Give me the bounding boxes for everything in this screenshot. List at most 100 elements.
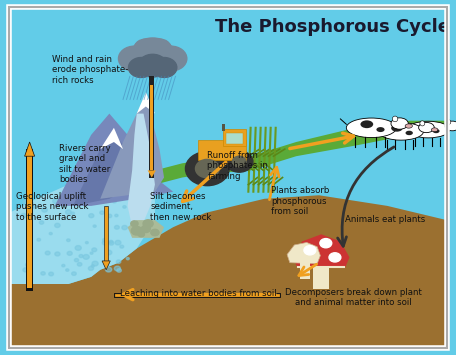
Circle shape <box>74 258 79 262</box>
Bar <box>226 133 243 144</box>
Ellipse shape <box>392 116 398 122</box>
Circle shape <box>55 252 60 256</box>
Ellipse shape <box>406 131 413 135</box>
Circle shape <box>226 151 253 172</box>
Circle shape <box>85 241 88 244</box>
Polygon shape <box>55 114 173 206</box>
Circle shape <box>115 214 118 217</box>
Circle shape <box>23 200 28 204</box>
Text: Rivers carry
gravel and
silt to water
bodies: Rivers carry gravel and silt to water bo… <box>59 144 111 184</box>
Bar <box>222 124 225 131</box>
Circle shape <box>60 201 64 204</box>
Circle shape <box>39 221 44 224</box>
Circle shape <box>151 229 159 236</box>
Circle shape <box>71 212 74 215</box>
Circle shape <box>41 272 45 275</box>
Ellipse shape <box>419 122 434 133</box>
Circle shape <box>53 199 58 203</box>
Text: Geological uplift
pushes new rock
to the surface: Geological uplift pushes new rock to the… <box>16 192 89 222</box>
Polygon shape <box>102 261 110 270</box>
Polygon shape <box>9 178 155 284</box>
Circle shape <box>151 58 177 77</box>
Circle shape <box>131 226 142 235</box>
Circle shape <box>79 255 83 258</box>
Circle shape <box>123 206 126 208</box>
Ellipse shape <box>446 120 451 125</box>
Circle shape <box>103 238 108 242</box>
Bar <box>26 149 33 291</box>
Circle shape <box>42 208 47 212</box>
Ellipse shape <box>391 118 408 129</box>
Circle shape <box>135 39 157 57</box>
Circle shape <box>128 58 154 77</box>
Circle shape <box>304 246 316 255</box>
Text: Runoff from
phosphates in
farming: Runoff from phosphates in farming <box>207 151 268 181</box>
Ellipse shape <box>376 127 384 132</box>
Circle shape <box>100 211 104 214</box>
Circle shape <box>91 265 94 267</box>
Circle shape <box>21 213 26 218</box>
Ellipse shape <box>419 123 430 130</box>
Circle shape <box>116 260 121 263</box>
Circle shape <box>81 202 86 206</box>
Circle shape <box>138 54 167 77</box>
Circle shape <box>185 152 229 186</box>
Circle shape <box>320 239 332 248</box>
Circle shape <box>64 199 69 203</box>
Polygon shape <box>147 170 156 178</box>
Circle shape <box>66 269 69 271</box>
Circle shape <box>105 267 112 272</box>
Text: Decomposers break down plant
and animal matter into soil: Decomposers break down plant and animal … <box>285 288 421 307</box>
Circle shape <box>115 240 121 245</box>
Polygon shape <box>9 195 447 348</box>
Bar <box>313 266 329 289</box>
Circle shape <box>117 269 121 272</box>
Circle shape <box>106 250 112 255</box>
Circle shape <box>131 221 138 226</box>
Circle shape <box>141 225 150 233</box>
Circle shape <box>114 266 120 271</box>
Bar <box>104 206 109 263</box>
Circle shape <box>65 210 71 214</box>
Circle shape <box>49 233 52 235</box>
Circle shape <box>151 58 177 77</box>
Circle shape <box>109 240 113 243</box>
Circle shape <box>148 39 171 57</box>
Circle shape <box>23 268 28 272</box>
Bar <box>149 76 154 178</box>
Ellipse shape <box>346 118 396 137</box>
Circle shape <box>109 241 114 245</box>
Circle shape <box>93 225 96 227</box>
Circle shape <box>90 252 93 254</box>
Ellipse shape <box>431 128 438 132</box>
Circle shape <box>143 220 153 228</box>
Ellipse shape <box>405 124 412 128</box>
Text: Animals eat plants: Animals eat plants <box>345 215 425 224</box>
Ellipse shape <box>391 125 402 132</box>
Circle shape <box>55 223 60 228</box>
Circle shape <box>120 245 124 248</box>
Circle shape <box>62 264 65 267</box>
Circle shape <box>142 205 147 209</box>
Circle shape <box>49 272 54 276</box>
Circle shape <box>105 264 109 267</box>
Circle shape <box>107 214 112 218</box>
Circle shape <box>67 251 72 255</box>
Ellipse shape <box>407 121 450 138</box>
Polygon shape <box>73 135 137 206</box>
Circle shape <box>329 253 341 262</box>
Circle shape <box>37 238 41 241</box>
Circle shape <box>92 261 98 266</box>
Text: Silt becomes
sediment,
then new rock: Silt becomes sediment, then new rock <box>150 192 212 222</box>
Circle shape <box>92 248 97 252</box>
Circle shape <box>26 263 31 267</box>
Circle shape <box>115 225 119 229</box>
Bar <box>223 129 246 146</box>
Ellipse shape <box>378 122 424 140</box>
Text: The Phosphorous Cycle: The Phosphorous Cycle <box>215 18 450 36</box>
Circle shape <box>32 205 37 208</box>
Circle shape <box>102 240 108 245</box>
Ellipse shape <box>445 121 460 131</box>
Polygon shape <box>128 114 155 227</box>
Circle shape <box>72 272 76 275</box>
